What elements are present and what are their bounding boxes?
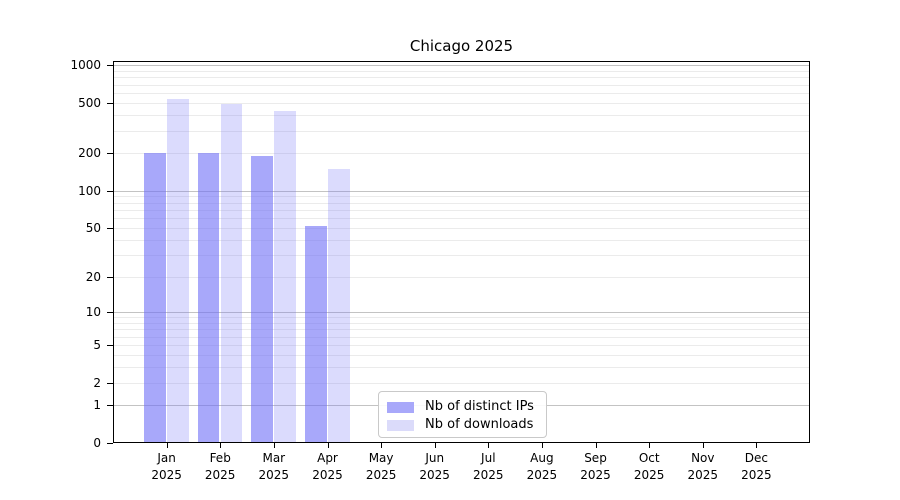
legend-label-distinct-ips: Nb of distinct IPs <box>425 399 534 414</box>
gridline-minor <box>113 367 810 369</box>
y-tick-mark <box>107 382 113 384</box>
x-tick-mark <box>756 443 758 448</box>
y-tick-label: 10 <box>85 304 101 319</box>
x-tick-label: Apr 2025 <box>312 451 343 482</box>
gridline-major <box>113 311 810 313</box>
legend-label-downloads: Nb of downloads <box>425 417 534 432</box>
y-tick-label: 50 <box>85 221 101 235</box>
x-tick-mark <box>488 443 490 448</box>
bar-downloads <box>220 104 243 443</box>
bar-distinct-ips <box>251 155 273 443</box>
x-tick-label: Jan 2025 <box>151 451 182 482</box>
y-tick-label: 200 <box>78 146 101 160</box>
x-tick-mark <box>381 443 383 448</box>
y-tick-label: 20 <box>85 269 101 284</box>
gridline-minor <box>113 276 810 278</box>
bar-distinct-ips <box>305 225 327 443</box>
gridline-minor <box>113 355 810 356</box>
gridline-minor <box>113 218 810 220</box>
y-tick-mark <box>107 311 113 313</box>
y-tick-label: 1 <box>93 398 101 413</box>
x-tick-mark <box>434 443 436 448</box>
x-tick-label: May 2025 <box>365 451 397 482</box>
y-tick-label: 1000 <box>70 58 101 73</box>
y-tick-label: 100 <box>78 183 101 198</box>
x-tick-label: Mar 2025 <box>258 451 290 482</box>
bar-downloads <box>328 168 350 443</box>
bar-distinct-ips <box>144 153 166 443</box>
x-tick-label: Jul 2025 <box>473 451 504 482</box>
y-tick-label: 2 <box>93 375 101 390</box>
bar-distinct-ips <box>197 153 220 443</box>
y-tick-mark <box>107 153 113 154</box>
x-tick-mark <box>702 443 704 448</box>
x-tick-label: Aug 2025 <box>526 451 558 482</box>
gridline-minor <box>113 336 810 338</box>
y-tick-mark <box>107 65 113 67</box>
x-tick-mark <box>327 443 329 448</box>
x-tick-label: Jun 2025 <box>419 451 450 482</box>
y-tick-label: 0 <box>93 436 101 450</box>
legend-swatch-downloads <box>387 419 414 431</box>
gridline-minor <box>113 255 810 257</box>
x-tick-mark <box>273 443 275 448</box>
x-tick-mark <box>595 443 597 448</box>
gridline-minor <box>113 103 810 105</box>
x-tick-mark <box>166 443 168 448</box>
gridline-minor <box>113 77 810 79</box>
x-tick-label: Feb 2025 <box>204 451 236 482</box>
legend-item-distinct-ips: Nb of distinct IPs <box>387 398 538 416</box>
gridline-minor <box>113 71 810 72</box>
x-tick-label: Sep 2025 <box>580 451 611 482</box>
y-tick-label: 5 <box>93 338 101 352</box>
gridline-minor <box>113 153 810 154</box>
legend-swatch-distinct-ips <box>387 401 414 413</box>
x-tick-mark <box>541 443 543 448</box>
gridline-minor <box>113 84 810 86</box>
legend-item-downloads: Nb of downloads <box>387 416 538 434</box>
gridline-minor <box>113 240 810 241</box>
bar-downloads <box>167 99 189 443</box>
chart-title: Chicago 2025 <box>409 37 514 55</box>
gridline-minor <box>113 329 810 331</box>
gridline-major <box>113 190 810 192</box>
y-tick-mark <box>107 345 113 346</box>
gridline-minor <box>113 317 810 319</box>
gridline-minor <box>113 196 810 198</box>
gridline-minor <box>113 130 810 132</box>
y-tick-mark <box>107 103 113 105</box>
x-tick-mark <box>649 443 651 448</box>
bar-downloads <box>274 111 296 443</box>
x-tick-label: Dec 2025 <box>741 451 772 482</box>
gridline-minor <box>113 202 810 204</box>
gridline-minor <box>113 115 810 117</box>
gridline-minor <box>113 322 810 324</box>
gridline-minor <box>113 345 810 346</box>
gridline-minor <box>113 382 810 384</box>
y-tick-mark <box>107 228 113 229</box>
gridline-minor <box>113 93 810 95</box>
gridline-minor <box>113 228 810 229</box>
y-tick-mark <box>107 405 113 407</box>
gridline-major <box>113 65 810 67</box>
x-tick-label: Nov 2025 <box>687 451 719 482</box>
x-tick-label: Oct 2025 <box>633 451 665 482</box>
y-tick-mark <box>107 443 113 444</box>
x-tick-mark <box>220 443 222 448</box>
y-tick-label: 500 <box>78 96 101 111</box>
gridline-minor <box>113 209 810 211</box>
y-tick-mark <box>107 276 113 278</box>
legend: Nb of distinct IPs Nb of downloads <box>378 391 547 438</box>
y-tick-mark <box>107 190 113 192</box>
